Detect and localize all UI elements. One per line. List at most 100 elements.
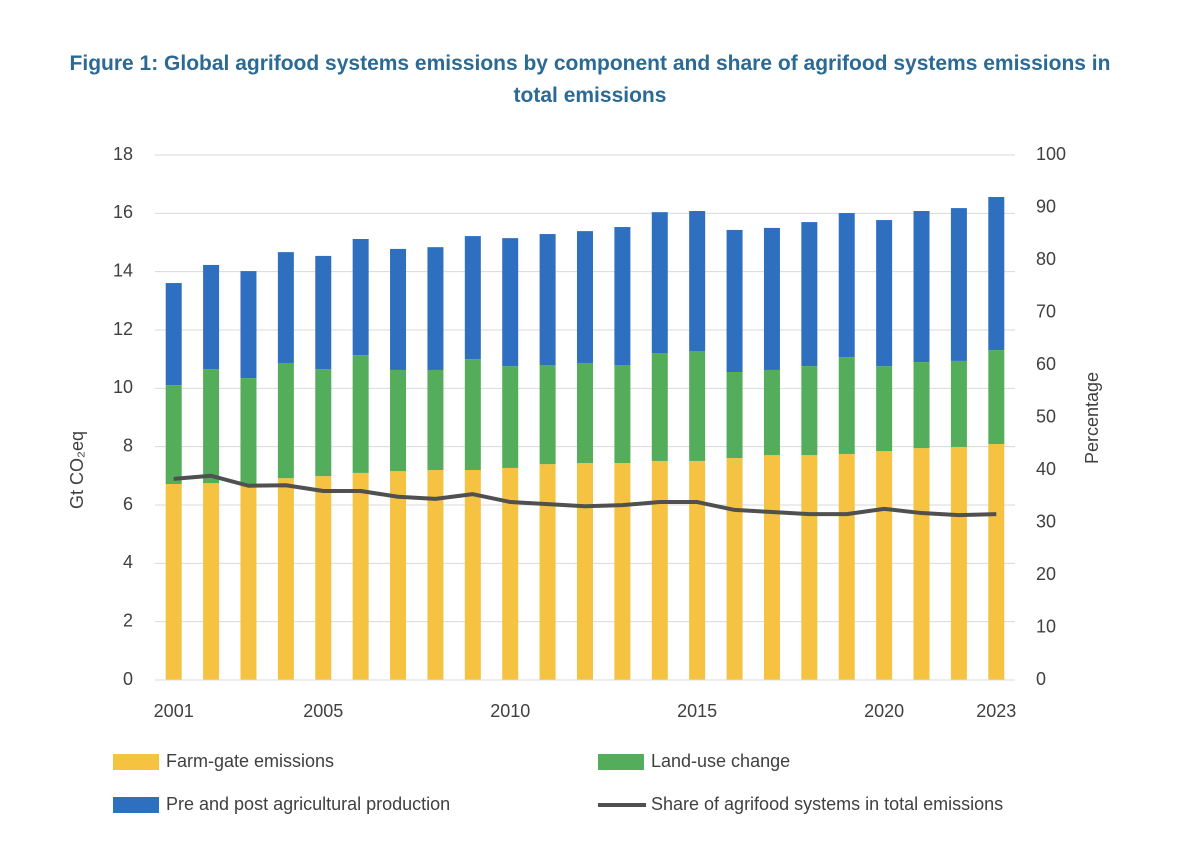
bar — [352, 355, 369, 473]
bar — [651, 212, 668, 354]
bar — [950, 446, 967, 680]
bar — [651, 353, 668, 461]
bar — [689, 211, 706, 351]
bar — [577, 463, 593, 680]
bar — [315, 255, 332, 370]
x-tick-label: 2010 — [490, 701, 530, 721]
bar — [988, 197, 1005, 351]
y-tick-label: 0 — [123, 669, 133, 689]
bar — [950, 208, 967, 361]
bar — [689, 351, 706, 461]
bar — [502, 366, 519, 468]
bar — [913, 211, 930, 363]
bar — [801, 455, 818, 680]
bar — [950, 360, 967, 447]
legend-label: Land-use change — [651, 751, 790, 771]
bar — [464, 470, 481, 680]
bar — [277, 252, 294, 363]
bar — [277, 478, 294, 680]
bar — [390, 369, 407, 472]
bar — [165, 385, 182, 484]
bar — [539, 234, 556, 365]
y-tick-label: 12 — [113, 319, 133, 339]
legend-label: Share of agrifood systems in total emiss… — [651, 794, 1003, 814]
bar — [390, 248, 407, 370]
bar — [726, 229, 743, 372]
bar — [689, 460, 706, 680]
bar — [726, 458, 743, 680]
bar — [427, 369, 444, 470]
y2-tick-label: 10 — [1036, 616, 1056, 636]
bar — [913, 448, 930, 680]
y2-tick-label: 80 — [1036, 249, 1056, 269]
bar — [726, 372, 743, 459]
x-tick-label: 2020 — [864, 701, 904, 721]
y-tick-label: 8 — [123, 435, 133, 455]
bar — [614, 463, 631, 680]
bar — [539, 365, 556, 465]
bar — [427, 247, 444, 370]
bar — [763, 227, 780, 370]
bar — [763, 369, 780, 456]
bar — [203, 264, 220, 370]
legend-swatch — [113, 797, 159, 813]
y-axis-title: Gt CO₂eq — [67, 431, 87, 509]
bar — [315, 476, 332, 680]
bar — [988, 444, 1005, 680]
bar — [577, 231, 593, 363]
legend-swatch — [598, 754, 644, 770]
legend-swatch — [113, 754, 159, 770]
x-tick-label: 2001 — [154, 701, 194, 721]
bar — [240, 378, 257, 485]
bar — [801, 366, 818, 456]
x-tick-label: 2015 — [677, 701, 717, 721]
y2-tick-label: 30 — [1036, 511, 1056, 531]
bar — [165, 283, 182, 386]
y-tick-label: 2 — [123, 610, 133, 630]
y-tick-label: 6 — [123, 494, 133, 514]
y2-axis-title: Percentage — [1082, 372, 1102, 464]
y2-tick-label: 60 — [1036, 354, 1056, 374]
bar — [240, 484, 257, 680]
bar — [315, 369, 332, 477]
bar — [277, 362, 294, 479]
bar — [614, 365, 631, 463]
line — [173, 473, 997, 518]
bar — [876, 451, 893, 680]
bar — [165, 484, 182, 680]
y-tick-label: 18 — [113, 144, 133, 164]
bar — [502, 467, 519, 680]
bar — [464, 236, 481, 360]
y-tick-label: 16 — [113, 202, 133, 222]
bar — [539, 464, 556, 680]
y2-tick-label: 40 — [1036, 459, 1056, 479]
x-tick-label: 2023 — [976, 701, 1016, 721]
bar — [502, 238, 519, 367]
bar — [203, 483, 220, 680]
bar — [651, 460, 668, 680]
legend-label: Pre and post agricultural production — [166, 794, 450, 814]
bar — [838, 357, 855, 454]
bar — [464, 359, 481, 470]
bar — [352, 239, 369, 356]
bar — [203, 369, 220, 484]
y2-tick-label: 50 — [1036, 406, 1056, 426]
y-tick-label: 10 — [113, 377, 133, 397]
bar — [913, 362, 930, 449]
y-tick-label: 4 — [123, 552, 133, 572]
y2-tick-label: 100 — [1036, 144, 1066, 164]
bar — [988, 350, 1005, 445]
y-tick-label: 14 — [113, 260, 133, 280]
bar — [390, 471, 407, 680]
bar — [614, 227, 631, 365]
bar — [352, 472, 369, 680]
y2-tick-label: 70 — [1036, 301, 1056, 321]
bar — [838, 213, 855, 358]
y2-tick-label: 0 — [1036, 669, 1046, 689]
y2-tick-label: 20 — [1036, 564, 1056, 584]
bar — [801, 222, 818, 367]
legend-label: Farm-gate emissions — [166, 751, 334, 771]
x-tick-label: 2005 — [303, 701, 343, 721]
